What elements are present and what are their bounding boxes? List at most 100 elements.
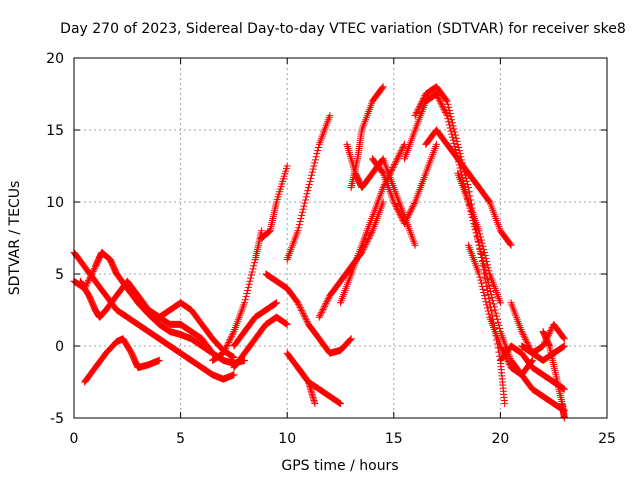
data-point [320, 304, 328, 312]
data-point [392, 157, 400, 165]
data-point [540, 340, 548, 348]
data-point [479, 262, 487, 270]
data-point [480, 292, 488, 300]
data-point [301, 199, 309, 207]
data-point [319, 305, 327, 313]
data-point [282, 320, 290, 328]
data-point [400, 142, 408, 150]
data-point [402, 217, 410, 225]
data-point [462, 174, 470, 182]
data-point [493, 312, 501, 320]
data-point [88, 269, 96, 277]
series-arc-13 [294, 364, 319, 408]
data-point [299, 310, 307, 318]
data-point [298, 208, 306, 216]
data-point [546, 328, 554, 336]
data-point [501, 400, 509, 408]
data-point [560, 385, 568, 393]
data-point [308, 168, 316, 176]
data-point [249, 265, 257, 273]
data-point [410, 200, 418, 208]
data-point [390, 198, 398, 206]
data-point [310, 162, 318, 170]
series-arc-9 [258, 162, 291, 242]
data-point [399, 143, 407, 151]
data-point [367, 230, 375, 238]
data-point [483, 261, 491, 269]
data-point [453, 137, 461, 145]
data-point [484, 291, 492, 299]
y-tick-label: 0 [55, 339, 64, 355]
data-point [479, 242, 487, 250]
data-point [479, 285, 487, 293]
data-point [223, 341, 231, 349]
data-point [307, 174, 315, 182]
data-point [247, 271, 255, 279]
data-point [248, 268, 256, 276]
data-point [440, 105, 448, 113]
data-point [317, 310, 325, 318]
series-arc-6 [209, 227, 266, 364]
data-point [395, 151, 403, 159]
data-point [442, 109, 450, 117]
data-point [368, 228, 376, 236]
data-point [435, 95, 443, 103]
x-tick-label: 10 [278, 431, 296, 447]
data-point [258, 227, 266, 235]
data-point [393, 156, 401, 164]
data-point [304, 187, 312, 195]
series-arc-8 [230, 299, 281, 350]
data-point [397, 148, 405, 156]
data-point [311, 400, 319, 408]
series-arc-15 [337, 140, 408, 307]
data-point [301, 313, 309, 321]
data-point [208, 348, 216, 356]
x-axis-label: GPS time / hours [281, 458, 398, 474]
data-point [303, 317, 311, 325]
data-point [484, 264, 492, 272]
data-point [391, 160, 399, 168]
series-arc-5 [145, 299, 238, 362]
data-point [476, 273, 484, 281]
data-point [296, 218, 304, 226]
data-point [496, 299, 504, 307]
data-point [397, 212, 405, 220]
y-tick-label: 20 [46, 51, 64, 67]
data-point [313, 150, 321, 158]
y-tick-label: 5 [55, 267, 64, 283]
data-point [481, 251, 489, 259]
data-point [229, 353, 237, 361]
data-point [488, 294, 496, 302]
data-point [323, 298, 331, 306]
data-point [225, 338, 233, 346]
data-point [282, 319, 290, 327]
data-point [88, 271, 96, 279]
data-point [477, 279, 485, 287]
data-point [347, 335, 355, 343]
data-point [394, 207, 402, 215]
data-point [283, 162, 291, 170]
series-arc-21 [422, 126, 515, 249]
data-point [452, 134, 460, 142]
data-point [477, 276, 485, 284]
series-arc-20 [411, 83, 509, 408]
data-point [222, 343, 230, 351]
data-point [155, 356, 163, 364]
data-point [547, 327, 555, 335]
data-point [413, 109, 421, 117]
data-point [408, 204, 416, 212]
data-point [378, 168, 386, 176]
data-point [506, 240, 514, 248]
data-point [312, 153, 320, 161]
data-point [301, 196, 309, 204]
data-point [403, 215, 411, 223]
data-point [86, 274, 94, 282]
data-point [519, 331, 527, 339]
data-point [379, 83, 387, 91]
data-point [229, 329, 237, 337]
data-point [432, 140, 440, 148]
data-point [442, 110, 450, 118]
data-point [481, 295, 489, 303]
data-point [264, 228, 272, 236]
y-tick-label: -5 [50, 411, 64, 427]
